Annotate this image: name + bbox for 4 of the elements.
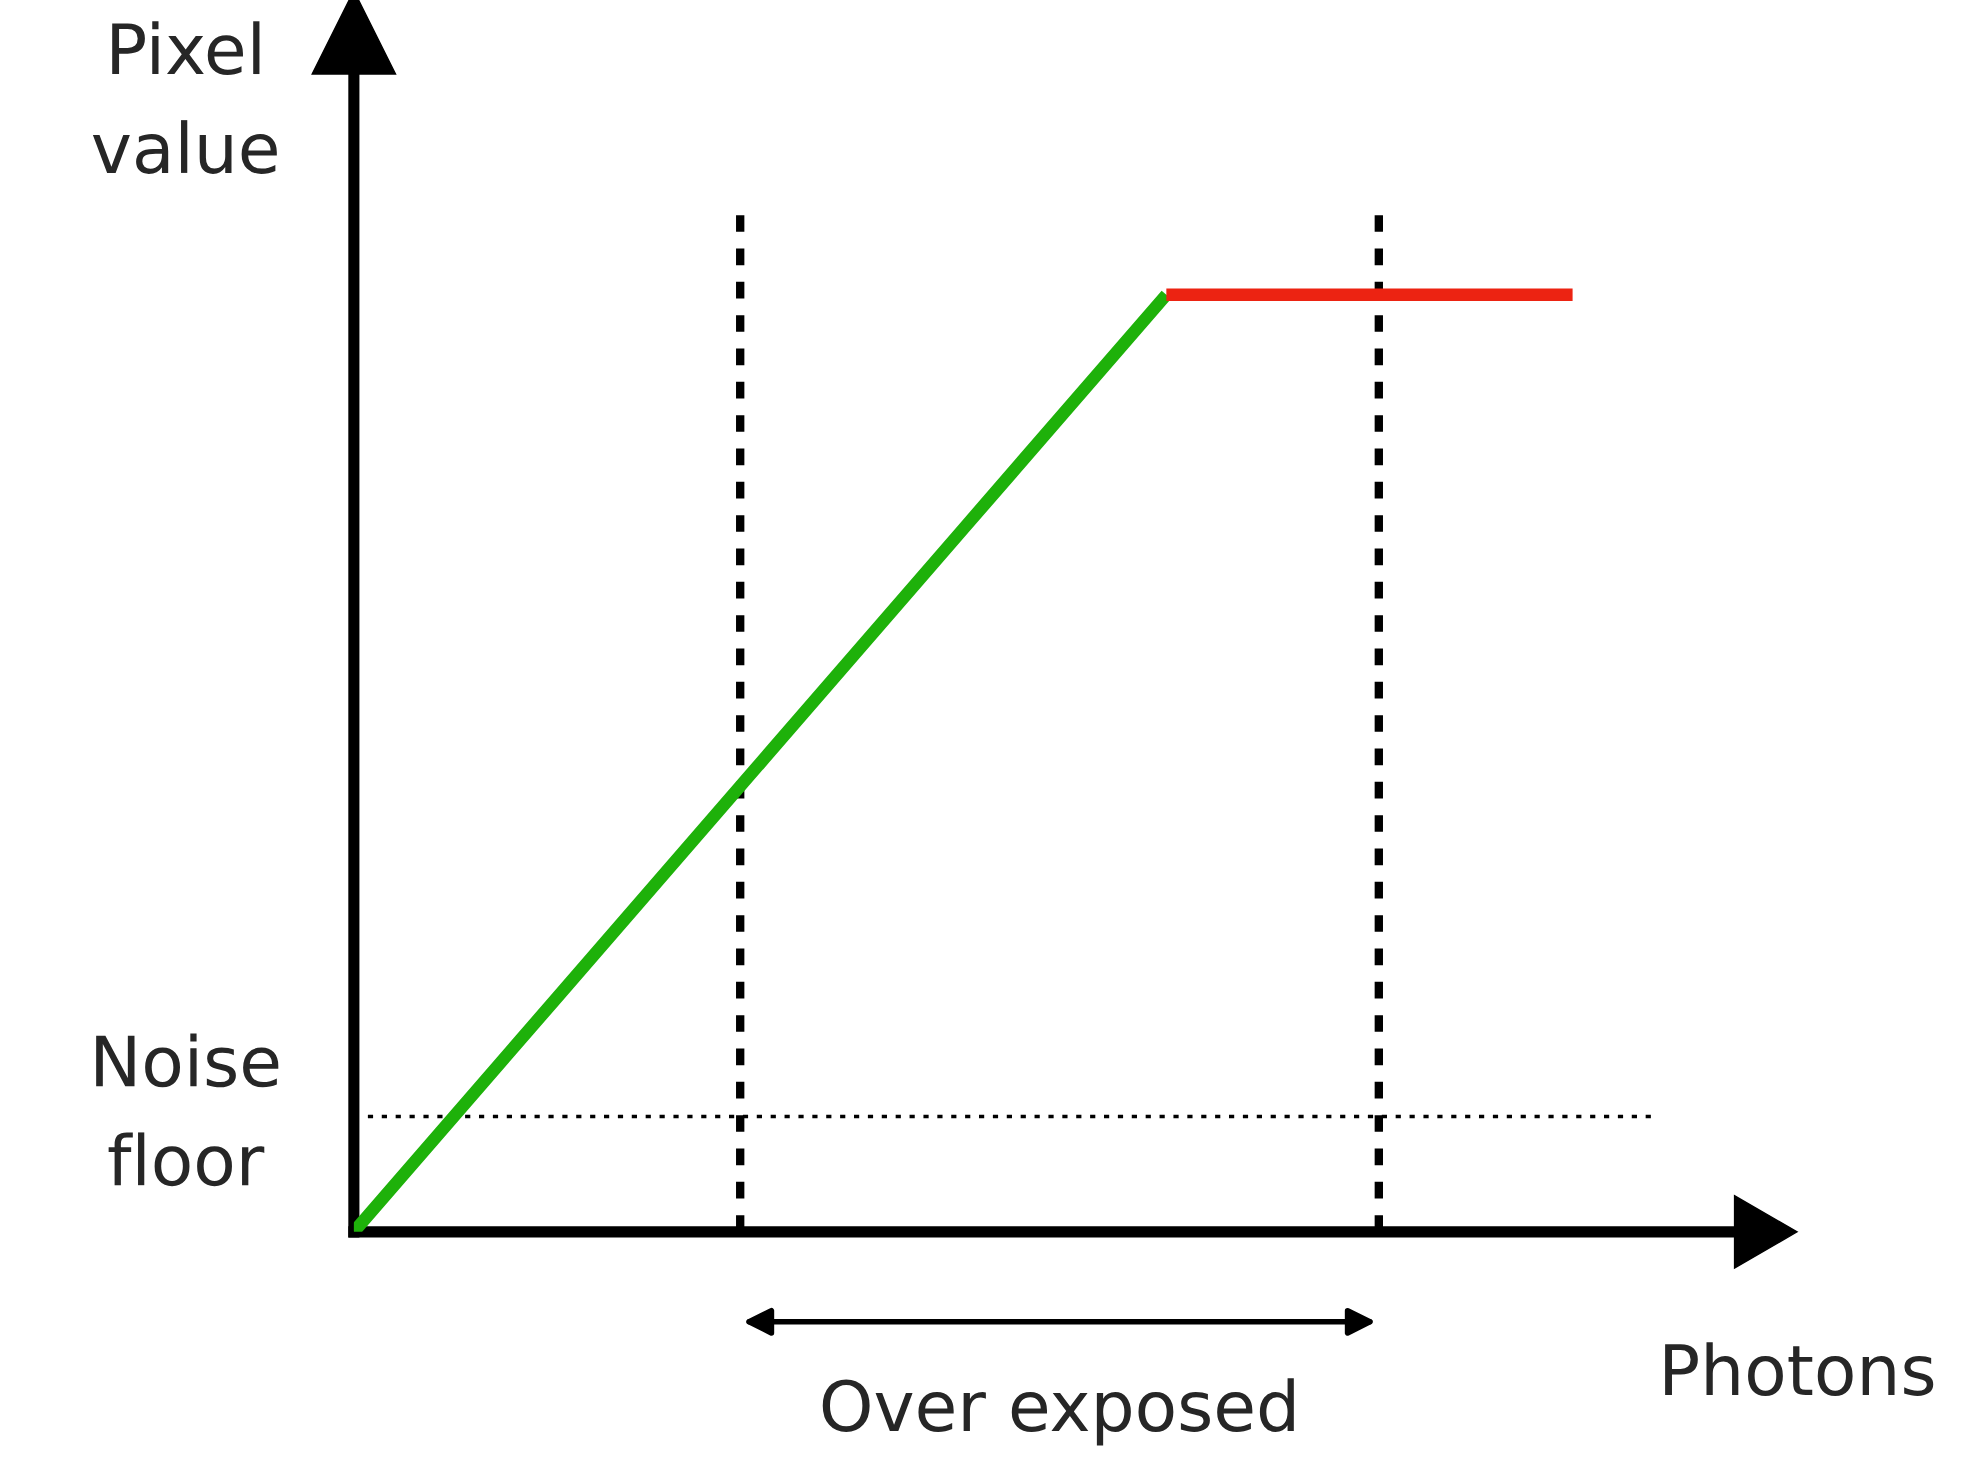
y-axis-title: Pixel value — [92, 21, 277, 174]
text: Over exposed — [822, 1378, 1294, 1446]
ref-line-label: Noise floor — [96, 1033, 279, 1187]
x-axis-title: Photons — [1665, 1342, 1934, 1396]
